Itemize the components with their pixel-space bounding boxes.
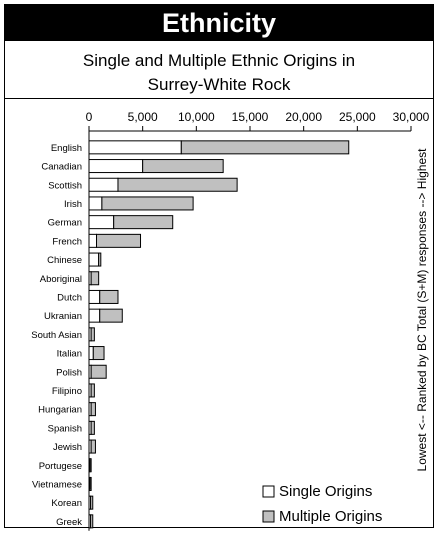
category-label: Chinese: [47, 255, 82, 266]
category-label: Hungarian: [38, 405, 82, 416]
bar-multiple-origins: [90, 420, 95, 435]
bar-multiple-origins: [90, 402, 96, 417]
bar-multiple-origins: [92, 346, 105, 361]
bar-multiple-origins: [90, 514, 94, 529]
bar-single-origins: [88, 346, 94, 361]
bar-multiple-origins: [96, 233, 142, 248]
category-label: Polish: [56, 367, 82, 378]
category-label: Greek: [56, 517, 82, 528]
category-label: Vietnamese: [32, 479, 82, 490]
category-label: Irish: [64, 199, 82, 210]
bar-multiple-origins: [113, 215, 174, 230]
bar-multiple-origins: [90, 271, 100, 286]
x-tick-label: 25,000: [339, 110, 376, 124]
bar-single-origins: [88, 177, 119, 192]
legend-multiple-origins-swatch: [262, 510, 275, 523]
x-tick-label: 20,000: [285, 110, 322, 124]
subtitle-line-1: Single and Multiple Ethnic Origins in: [82, 51, 356, 70]
bar-multiple-origins: [90, 383, 95, 398]
bar-multiple-origins: [90, 364, 107, 379]
category-label: South Asian: [31, 330, 82, 341]
bar-multiple-origins: [99, 289, 119, 304]
bar-single-origins: [88, 308, 101, 323]
legend-multiple-origins-label: Multiple Origins: [279, 508, 382, 525]
x-tick-label: 5,000: [128, 110, 158, 124]
x-tick-label: 15,000: [232, 110, 269, 124]
category-label: Jewish: [53, 442, 82, 453]
bar-multiple-origins: [90, 327, 95, 342]
category-label: Aboriginal: [40, 274, 82, 285]
category-label: French: [52, 236, 82, 247]
bar-multiple-origins: [101, 196, 194, 211]
bar-multiple-origins: [90, 495, 94, 510]
category-label: Ukranian: [44, 311, 82, 322]
category-labels: English Canadian Scottish Irish German French…: [31, 143, 82, 528]
subtitle-line-2: Surrey-White Rock: [147, 75, 291, 94]
x-tick-label: 30,000: [393, 110, 430, 124]
ranking-axis-label: Lowest <-- Ranked by BC Total (S+M) resp…: [415, 148, 429, 472]
chart-frame: Ethnicity Single and Multiple Ethnic Ori…: [4, 4, 434, 528]
x-tick-label: 10,000: [178, 110, 215, 124]
legend: Single Origins Multiple Origins: [262, 483, 382, 525]
legend-single-origins-swatch: [262, 485, 275, 498]
page-title: Ethnicity: [5, 5, 433, 41]
category-label: English: [51, 143, 82, 154]
bar-multiple-origins: [89, 476, 92, 491]
bar-single-origins: [88, 215, 115, 230]
bar-single-origins: [88, 159, 144, 174]
bar-single-origins: [88, 233, 98, 248]
bar-single-origins: [88, 140, 182, 155]
legend-single-origins-label: Single Origins: [279, 483, 372, 500]
x-tick-label: 0: [86, 110, 93, 124]
category-label: Spanish: [48, 423, 82, 434]
bar-multiple-origins: [98, 252, 102, 267]
bar-multiple-origins: [117, 177, 238, 192]
bar-multiple-origins: [99, 308, 123, 323]
category-label: Scottish: [48, 180, 82, 191]
bar-single-origins: [88, 252, 100, 267]
bar-single-origins: [88, 289, 101, 304]
category-label: Canadian: [41, 162, 82, 173]
bar-multiple-origins: [142, 159, 224, 174]
category-label: Portugese: [39, 461, 82, 472]
chart-subtitle: Single and Multiple Ethnic Origins in Su…: [5, 41, 433, 99]
bar-single-origins: [88, 196, 103, 211]
bars: [88, 140, 350, 529]
category-label: German: [48, 218, 82, 229]
x-axis: 0 5,000 10,000 15,000 20,000 25,000 30,000: [86, 110, 430, 531]
category-label: Dutch: [57, 292, 82, 303]
category-label: Italian: [57, 349, 82, 360]
category-label: Korean: [51, 498, 82, 509]
bar-multiple-origins: [90, 439, 96, 454]
bar-multiple-origins: [89, 458, 92, 473]
bar-multiple-origins: [180, 140, 350, 155]
category-label: Filipino: [52, 386, 82, 397]
